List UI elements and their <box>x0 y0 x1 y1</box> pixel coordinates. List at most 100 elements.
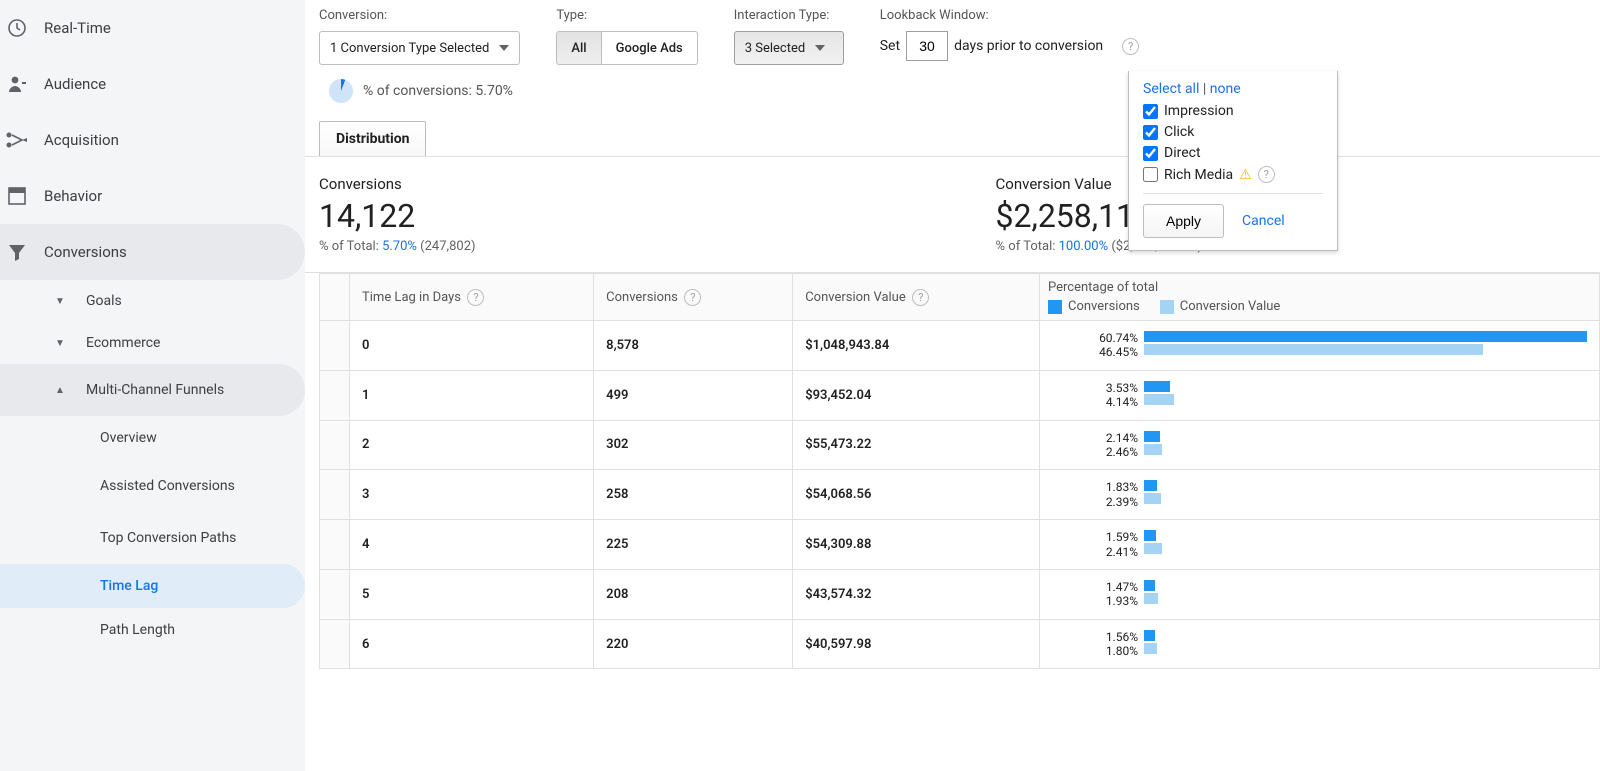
table-row: 08,578$1,048,943.8460.74%46.45% <box>320 321 1600 371</box>
conversion-select-value: 1 Conversion Type Selected <box>330 41 489 56</box>
cell-conversions: 302 <box>594 420 793 470</box>
checkbox-label: Click <box>1164 124 1194 140</box>
row-selector[interactable] <box>320 619 350 669</box>
cell-conversions: 208 <box>594 569 793 619</box>
cancel-link[interactable]: Cancel <box>1242 213 1285 229</box>
bar-conversion-value <box>1144 444 1162 455</box>
caret-down-icon: ▼ <box>50 296 70 307</box>
help-icon[interactable]: ? <box>1122 38 1139 55</box>
interaction-type-label: Interaction Type: <box>734 8 844 23</box>
select-none-link[interactable]: none <box>1210 81 1241 97</box>
conversion-select[interactable]: 1 Conversion Type Selected <box>319 31 520 65</box>
table-row: 1499$93,452.043.53%4.14% <box>320 370 1600 420</box>
behavior-icon <box>6 185 28 207</box>
table-row: 6220$40,597.981.56%1.80% <box>320 619 1600 669</box>
sidebar-item-behavior[interactable]: Behavior <box>0 168 305 224</box>
bar-conversions <box>1144 530 1156 541</box>
cell-percentage-bars: 2.14%2.46% <box>1040 420 1600 470</box>
checkbox-row-impression[interactable]: Impression <box>1143 103 1323 119</box>
sidebar-item-goals[interactable]: ▼ Goals <box>0 280 305 322</box>
sidebar-item-ecommerce[interactable]: ▼ Ecommerce <box>0 322 305 364</box>
sidebar-item-time-lag[interactable]: Time Lag <box>0 564 305 608</box>
sidebar-item-path-length[interactable]: Path Length <box>0 608 305 652</box>
checkbox-richmedia[interactable] <box>1143 167 1158 182</box>
checkbox-impression[interactable] <box>1143 104 1158 119</box>
conversion-filter: Conversion: 1 Conversion Type Selected <box>319 8 520 65</box>
funnel-icon <box>6 241 28 263</box>
help-icon[interactable]: ? <box>467 289 484 306</box>
sidebar-item-label: Behavior <box>44 187 102 205</box>
sidebar-item-conversions[interactable]: Conversions <box>0 224 305 280</box>
lookback-filter: Lookback Window: Set days prior to conve… <box>880 8 1139 65</box>
cell-percentage-bars: 1.83%2.39% <box>1040 470 1600 520</box>
row-selector[interactable] <box>320 420 350 470</box>
cell-conversion-value: $93,452.04 <box>793 370 1040 420</box>
help-icon[interactable]: ? <box>684 289 701 306</box>
sidebar-item-label: Overview <box>100 430 157 446</box>
help-icon[interactable]: ? <box>1258 166 1275 183</box>
legend-swatch-value <box>1160 300 1174 314</box>
cell-percentage-bars: 1.47%1.93% <box>1040 569 1600 619</box>
pct-of-conversions-text: % of conversions: 5.70% <box>363 83 513 99</box>
caret-up-icon: ▲ <box>50 384 70 397</box>
checkbox-row-click[interactable]: Click <box>1143 124 1323 140</box>
interaction-type-value: 3 Selected <box>745 41 805 56</box>
sidebar-item-label: Goals <box>86 293 122 309</box>
row-selector[interactable] <box>320 321 350 371</box>
checkbox-click[interactable] <box>1143 125 1158 140</box>
checkbox-direct[interactable] <box>1143 146 1158 161</box>
cell-time-lag: 4 <box>350 520 594 570</box>
th-conversions[interactable]: Conversions ? <box>594 274 793 321</box>
time-lag-table: Time Lag in Days ? Conversions ? Convers… <box>319 273 1600 669</box>
row-selector[interactable] <box>320 470 350 520</box>
sidebar-item-real-time[interactable]: Real-Time <box>0 0 305 56</box>
help-icon[interactable]: ? <box>912 289 929 306</box>
th-time-lag[interactable]: Time Lag in Days ? <box>350 274 594 321</box>
checkbox-row-direct[interactable]: Direct <box>1143 145 1323 161</box>
sidebar-item-audience[interactable]: Audience <box>0 56 305 112</box>
sidebar-item-label: Audience <box>44 75 106 93</box>
apply-button[interactable]: Apply <box>1143 204 1224 238</box>
person-icon <box>6 73 28 95</box>
bar-conversion-value <box>1144 344 1483 355</box>
cell-conversion-value: $54,068.56 <box>793 470 1040 520</box>
scorecard-title: Conversions <box>319 175 476 193</box>
main-content: Conversion: 1 Conversion Type Selected T… <box>305 0 1600 771</box>
sidebar-item-label: Multi-Channel Funnels <box>86 381 224 399</box>
bar-conversions <box>1144 630 1155 641</box>
cell-time-lag: 5 <box>350 569 594 619</box>
interaction-type-select[interactable]: 3 Selected <box>734 31 844 65</box>
cell-conversions: 8,578 <box>594 321 793 371</box>
type-option-google-ads[interactable]: Google Ads <box>602 31 698 65</box>
clock-icon <box>6 17 28 39</box>
th-conversion-value[interactable]: Conversion Value ? <box>793 274 1040 321</box>
scorecards: Conversions 14,122 % of Total: 5.70% (24… <box>305 157 1600 268</box>
select-all-link[interactable]: Select all <box>1143 81 1199 97</box>
sidebar-item-acquisition[interactable]: Acquisition <box>0 112 305 168</box>
cell-percentage-bars: 1.56%1.80% <box>1040 619 1600 669</box>
row-selector[interactable] <box>320 370 350 420</box>
lookback-label: Lookback Window: <box>880 8 1139 23</box>
row-selector[interactable] <box>320 520 350 570</box>
sidebar-item-top-conversion-paths[interactable]: Top Conversion Paths <box>0 512 305 564</box>
checkbox-row-richmedia[interactable]: Rich Media ⚠ ? <box>1143 166 1323 183</box>
row-selector[interactable] <box>320 569 350 619</box>
checkbox-label: Impression <box>1164 103 1234 119</box>
bar-conversion-value <box>1144 643 1157 654</box>
type-filter: Type: All Google Ads <box>556 8 697 65</box>
scorecard-conversions: Conversions 14,122 % of Total: 5.70% (24… <box>319 175 476 254</box>
tab-distribution[interactable]: Distribution <box>319 121 426 156</box>
bar-conversions <box>1144 331 1587 342</box>
donut-icon <box>329 79 353 103</box>
sidebar-item-overview[interactable]: Overview <box>0 416 305 460</box>
sidebar-item-multi-channel-funnels[interactable]: ▲ Multi-Channel Funnels <box>0 364 305 416</box>
sidebar: Real-Time Audience Acquisition Behavior … <box>0 0 305 771</box>
lookback-input[interactable] <box>906 31 948 61</box>
bar-legend: Conversions Conversion Value <box>1048 299 1591 314</box>
sidebar-item-label: Top Conversion Paths <box>100 529 236 547</box>
sidebar-item-assisted-conversions[interactable]: Assisted Conversions <box>0 460 305 512</box>
type-option-all[interactable]: All <box>556 31 601 65</box>
bar-conversions <box>1144 431 1160 442</box>
bar-conversion-value <box>1144 493 1161 504</box>
cell-conversion-value: $1,048,943.84 <box>793 321 1040 371</box>
